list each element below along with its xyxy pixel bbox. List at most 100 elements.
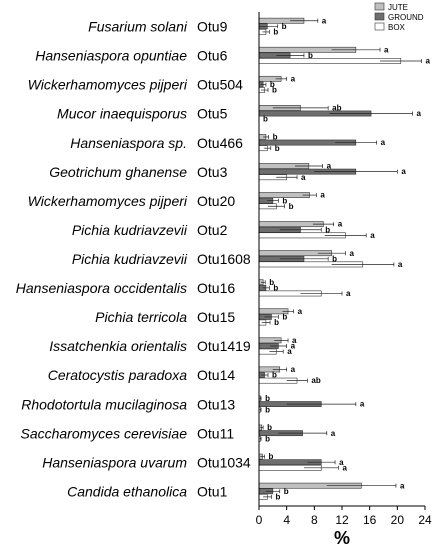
- bars: abbabaabbababbabaaaabbabaababbaabbaaaaba…: [258, 16, 431, 501]
- legend-swatch-box: [374, 22, 385, 31]
- significance-label: a: [349, 249, 354, 258]
- otu-label: Otu1: [197, 483, 228, 499]
- significance-label: b: [265, 394, 270, 403]
- x-tick-label: 8: [311, 513, 318, 527]
- significance-label: a: [301, 173, 306, 182]
- x-tick-label: 24: [418, 513, 432, 527]
- species-label: Hanseniaspora opuntiae: [35, 48, 187, 64]
- category-labels: Fusarium solani Otu9 Hanseniaspora opuntia…: [16, 19, 251, 500]
- significance-label: b: [269, 452, 274, 461]
- species-label: Wickerhamomyces pijperi: [28, 77, 188, 93]
- legend-swatch-ground: [374, 12, 385, 21]
- otu-label: Otu6: [197, 48, 228, 64]
- otu-label: Otu9: [197, 19, 228, 35]
- x-axis-label: %: [334, 528, 350, 548]
- otu-label: Otu2: [197, 222, 228, 238]
- significance-label: b: [282, 22, 287, 31]
- otu-label: Otu3: [197, 164, 228, 180]
- significance-label: a: [327, 162, 332, 171]
- otu-label: Otu1419: [197, 338, 251, 354]
- significance-label: a: [346, 289, 351, 298]
- species-label: Saccharomyces cerevisiae: [20, 425, 187, 441]
- significance-label: b: [274, 318, 279, 327]
- x-tick-label: 12: [335, 513, 349, 527]
- significance-label: a: [291, 342, 296, 351]
- significance-label: a: [417, 109, 422, 118]
- species-label: Issatchenkia orientalis: [49, 338, 187, 354]
- significance-label: b: [282, 196, 287, 205]
- significance-label: a: [292, 336, 297, 345]
- significance-label: b: [273, 283, 278, 292]
- significance-label: b: [289, 202, 294, 211]
- significance-label: b: [270, 80, 275, 89]
- significance-label: a: [401, 167, 406, 176]
- otu-label: Otu15: [197, 309, 235, 325]
- legend-label: BOX: [388, 23, 406, 32]
- significance-label: a: [287, 347, 292, 356]
- x-tick-label: 16: [363, 513, 377, 527]
- species-label: Hanseniaspora occidentalis: [16, 280, 187, 296]
- significance-label: b: [308, 51, 313, 60]
- significance-label: b: [272, 86, 277, 95]
- significance-label: b: [284, 487, 289, 496]
- species-label: Pichia terricola: [95, 309, 187, 325]
- legend-swatch-jute: [374, 2, 385, 11]
- otu-label: Otu1034: [197, 454, 251, 470]
- significance-label: a: [398, 260, 403, 269]
- significance-label: a: [338, 220, 343, 229]
- otu-label: Otu13: [197, 396, 235, 412]
- significance-label: a: [331, 429, 336, 438]
- significance-label: a: [291, 365, 296, 374]
- significance-label: b: [267, 423, 272, 432]
- species-label: Mucor inaequisporus: [57, 106, 187, 122]
- significance-label: a: [339, 458, 344, 467]
- species-label: Ceratocystis paradoxa: [48, 367, 188, 383]
- species-label: Rhodotortula mucilaginosa: [21, 396, 187, 412]
- species-label: Geotrichum ghanense: [49, 164, 187, 180]
- x-tick-label: 20: [391, 513, 405, 527]
- significance-label: b: [273, 28, 278, 37]
- species-label: Fusarium solani: [88, 19, 188, 35]
- significance-label: b: [265, 434, 270, 443]
- otu-label: Otu504: [197, 77, 243, 93]
- species-label: Hanseniaspora sp.: [70, 135, 187, 151]
- otu-label: Otu466: [197, 135, 243, 151]
- otu-label: Otu14: [197, 367, 235, 383]
- species-label: Wickerhamomyces pijperi: [28, 193, 188, 209]
- significance-label: ab: [311, 376, 320, 385]
- significance-label: ab: [332, 104, 341, 113]
- significance-label: b: [275, 144, 280, 153]
- otu-label: Otu1608: [197, 251, 251, 267]
- x-axis: 0 4 8 12 16 20 24: [256, 12, 432, 527]
- significance-label: b: [273, 133, 278, 142]
- species-label: Candida ethanolica: [67, 483, 187, 499]
- otu-label: Otu16: [197, 280, 235, 296]
- significance-label: a: [360, 400, 365, 409]
- legend-label: JUTE: [388, 3, 408, 12]
- significance-label: a: [343, 463, 348, 472]
- x-tick-label: 4: [283, 513, 290, 527]
- significance-label: b: [263, 115, 268, 124]
- otu-label: Otu11: [197, 425, 234, 441]
- otu-label: Otu20: [197, 193, 235, 209]
- significance-label: a: [291, 74, 296, 83]
- significance-label: b: [275, 492, 280, 501]
- significance-label: a: [426, 57, 431, 66]
- significance-label: a: [400, 481, 405, 490]
- significance-label: b: [332, 254, 337, 263]
- otu-label: Otu5: [197, 106, 228, 122]
- significance-label: b: [269, 278, 274, 287]
- species-label: Hanseniaspora uvarum: [42, 454, 187, 470]
- significance-label: a: [370, 231, 375, 240]
- significance-label: a: [298, 307, 303, 316]
- species-label: Pichia kudriavzevii: [72, 222, 188, 238]
- species-label: Pichia kudriavzevii: [72, 251, 188, 267]
- significance-label: b: [325, 225, 330, 234]
- significance-label: a: [320, 191, 325, 200]
- significance-label: b: [265, 405, 270, 414]
- significance-label: a: [381, 138, 386, 147]
- significance-label: b: [282, 313, 287, 322]
- legend-label: GROUND: [388, 13, 424, 22]
